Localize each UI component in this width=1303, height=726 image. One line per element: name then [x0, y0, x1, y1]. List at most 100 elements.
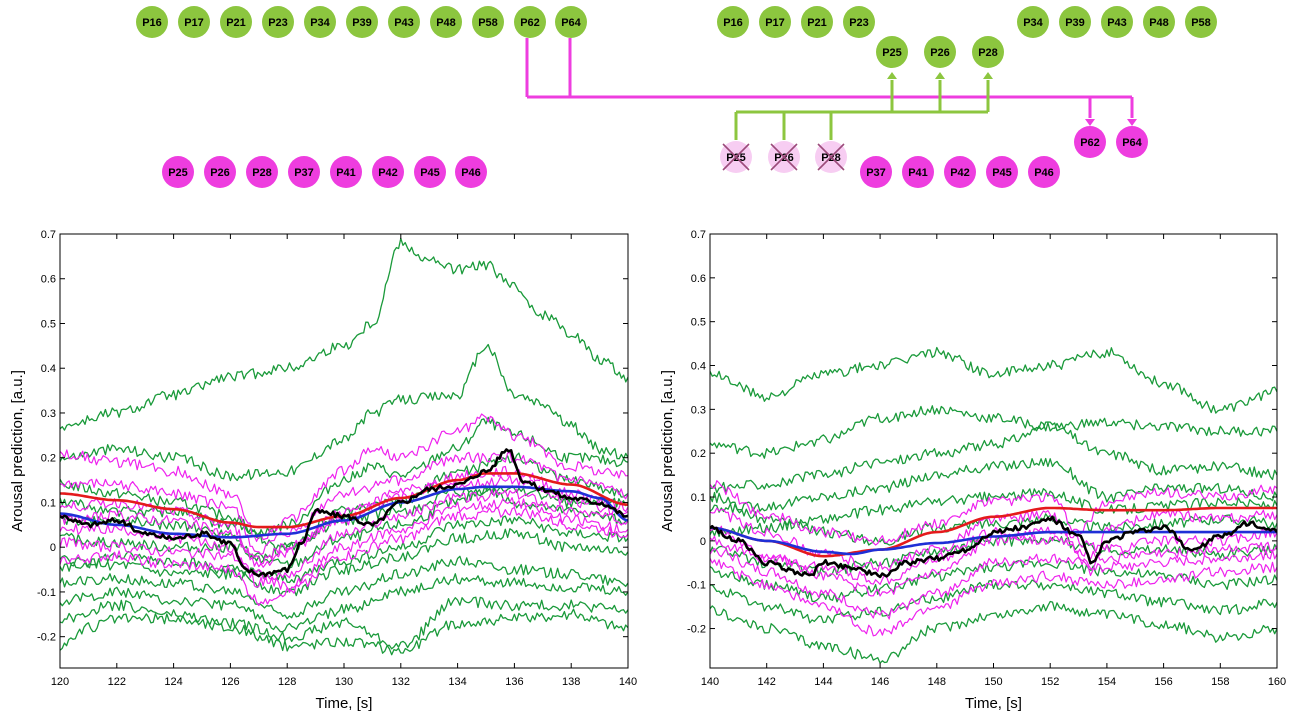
right-top-node-p17-label: P17	[765, 17, 785, 29]
cross-mark	[770, 143, 798, 171]
left-bottom-node-p28-circle	[246, 156, 278, 188]
left-bottom-node-p26: P26	[204, 156, 236, 188]
left-top-node-p21-label: P21	[226, 17, 246, 29]
participant-diagram: P16 P17 P21 P23 P34 P39 P43 P48 P58 P62 P64 P25 P26 P…	[136, 6, 1217, 188]
right-moved-node-p62-label: P62	[1080, 137, 1100, 149]
right-chart-y-tick-label: 0.2	[691, 448, 706, 460]
right-moved-node-p25-circle	[876, 36, 908, 68]
right-chart-series-green-1	[710, 405, 1277, 459]
right-top-node-p58-circle	[1185, 6, 1217, 38]
left-chart-series-green-1	[60, 343, 628, 482]
left-chart-series-magenta-17	[60, 497, 628, 594]
left-chart-series-mean-black-21	[60, 448, 628, 578]
right-chart-series-green-0	[710, 346, 1277, 414]
left-chart-series-green-2	[60, 416, 628, 540]
left-chart-x-tick-label: 124	[164, 676, 182, 688]
left-bottom-node-p45-circle	[414, 156, 446, 188]
right-chart-series-mean-blue-17	[710, 526, 1277, 556]
right-moved-node-p28: P28	[972, 36, 1004, 68]
left-chart-y-tick-label: 0	[50, 542, 56, 554]
left-chart-y-tick-label: 0.6	[41, 274, 56, 286]
p64-arrow-head	[1127, 119, 1137, 126]
left-bottom-node-p26-circle	[204, 156, 236, 188]
right-chart-series-mean-red-16	[710, 506, 1277, 558]
right-chart-x-tick-label: 140	[701, 676, 719, 688]
left-top-node-p64-label: P64	[561, 17, 581, 29]
left-top-node-p58-circle	[472, 6, 504, 38]
left-chart-y-axis-label: Arousal prediction, [a.u.]	[9, 370, 26, 532]
right-top-node-p21-label: P21	[807, 17, 827, 29]
right-moved-node-p26: P26	[924, 36, 956, 68]
right-chart-series-group	[710, 346, 1277, 664]
right-chart-axes-frame	[709, 233, 1278, 669]
left-top-node-p23-label: P23	[268, 17, 288, 29]
left-chart-series-green-9	[60, 608, 628, 656]
right-moved-node-p64: P64	[1116, 126, 1148, 158]
right-bottom-node-p45: P45	[986, 156, 1018, 188]
right-chart-series-green-7	[710, 579, 1277, 624]
left-top-node-p39-circle	[346, 6, 378, 38]
right-chart-x-tick-label: 150	[984, 676, 1002, 688]
left-bottom-node-p42: P42	[372, 156, 404, 188]
right-chart-y-tick-label: 0.4	[691, 361, 706, 373]
right-chart-x-tick-label: 142	[758, 676, 776, 688]
right-top-node-p34: P34	[1017, 6, 1049, 38]
left-chart-x-tick-label: 130	[335, 676, 353, 688]
p28-arrow-head	[983, 72, 993, 79]
right-removed-node-p28: P28	[815, 141, 847, 173]
left-top-node-p16: P16	[136, 6, 168, 38]
right-chart-x-tick-label: 152	[1041, 676, 1059, 688]
right-top-node-p23-label: P23	[849, 17, 869, 29]
chart-left: 120 122 124 126 128 130 132 134 136 138 140 -0.2 -0.…	[9, 229, 637, 712]
left-bottom-node-p37-label: P37	[294, 167, 314, 179]
left-chart-series-green-0	[60, 237, 628, 431]
right-chart-series-green-4	[710, 488, 1277, 538]
right-chart-series-magenta-11	[710, 507, 1277, 577]
right-top-node-p43-label: P43	[1107, 17, 1127, 29]
right-moved-node-p64-circle	[1116, 126, 1148, 158]
right-chart-series-magenta-10	[710, 480, 1277, 546]
right-chart-series-green-2	[710, 421, 1277, 494]
right-top-node-p23: P23	[843, 6, 875, 38]
right-chart-series-magenta-14	[710, 558, 1277, 637]
right-top-node-p39-circle	[1059, 6, 1091, 38]
right-moved-node-p26-circle	[924, 36, 956, 68]
right-chart-y-tick-label: -0.2	[687, 624, 706, 636]
right-moved-node-p62: P62	[1074, 126, 1106, 158]
right-chart-y-tick-label: 0.1	[691, 492, 706, 504]
left-top-node-p34: P34	[304, 6, 336, 38]
right-moved-node-p25-label: P25	[882, 47, 902, 59]
right-top-node-p21: P21	[801, 6, 833, 38]
left-bottom-node-p41: P41	[330, 156, 362, 188]
left-chart-x-tick-label: 140	[619, 676, 637, 688]
right-chart-x-axis-label: Time, [s]	[965, 695, 1022, 712]
right-bottom-node-p42-circle	[944, 156, 976, 188]
right-top-node-p34-circle	[1017, 6, 1049, 38]
right-top-node-p16: P16	[717, 6, 749, 38]
right-top-node-p16-label: P16	[723, 17, 743, 29]
left-chart-x-tick-label: 134	[448, 676, 466, 688]
left-top-node-p39: P39	[346, 6, 378, 38]
left-chart-x-tick-label: 132	[392, 676, 410, 688]
right-moved-node-p26-label: P26	[930, 47, 950, 59]
right-moved-node-p62-circle	[1074, 126, 1106, 158]
left-top-node-p48-label: P48	[436, 17, 456, 29]
left-bottom-node-p41-label: P41	[336, 167, 356, 179]
right-chart-y-tick-label: 0	[700, 536, 706, 548]
right-removed-node-p25: P25	[720, 141, 752, 173]
right-chart-x-tick-label: 156	[1154, 676, 1172, 688]
right-top-node-p43: P43	[1101, 6, 1133, 38]
right-bottom-node-p41-circle	[902, 156, 934, 188]
left-top-node-p64: P64	[555, 6, 587, 38]
left-chart-series-magenta-18	[60, 474, 628, 565]
right-chart-x-tick-label: 160	[1268, 676, 1286, 688]
left-top-node-p62-circle	[514, 6, 546, 38]
right-bottom-node-p41: P41	[902, 156, 934, 188]
p25-arrow-head	[887, 72, 897, 79]
left-chart-series-green-11	[60, 515, 628, 584]
right-top-node-p43-circle	[1101, 6, 1133, 38]
left-top-node-p64-circle	[555, 6, 587, 38]
right-removed-node-p26: P26	[768, 141, 800, 173]
left-top-node-p43: P43	[388, 6, 420, 38]
